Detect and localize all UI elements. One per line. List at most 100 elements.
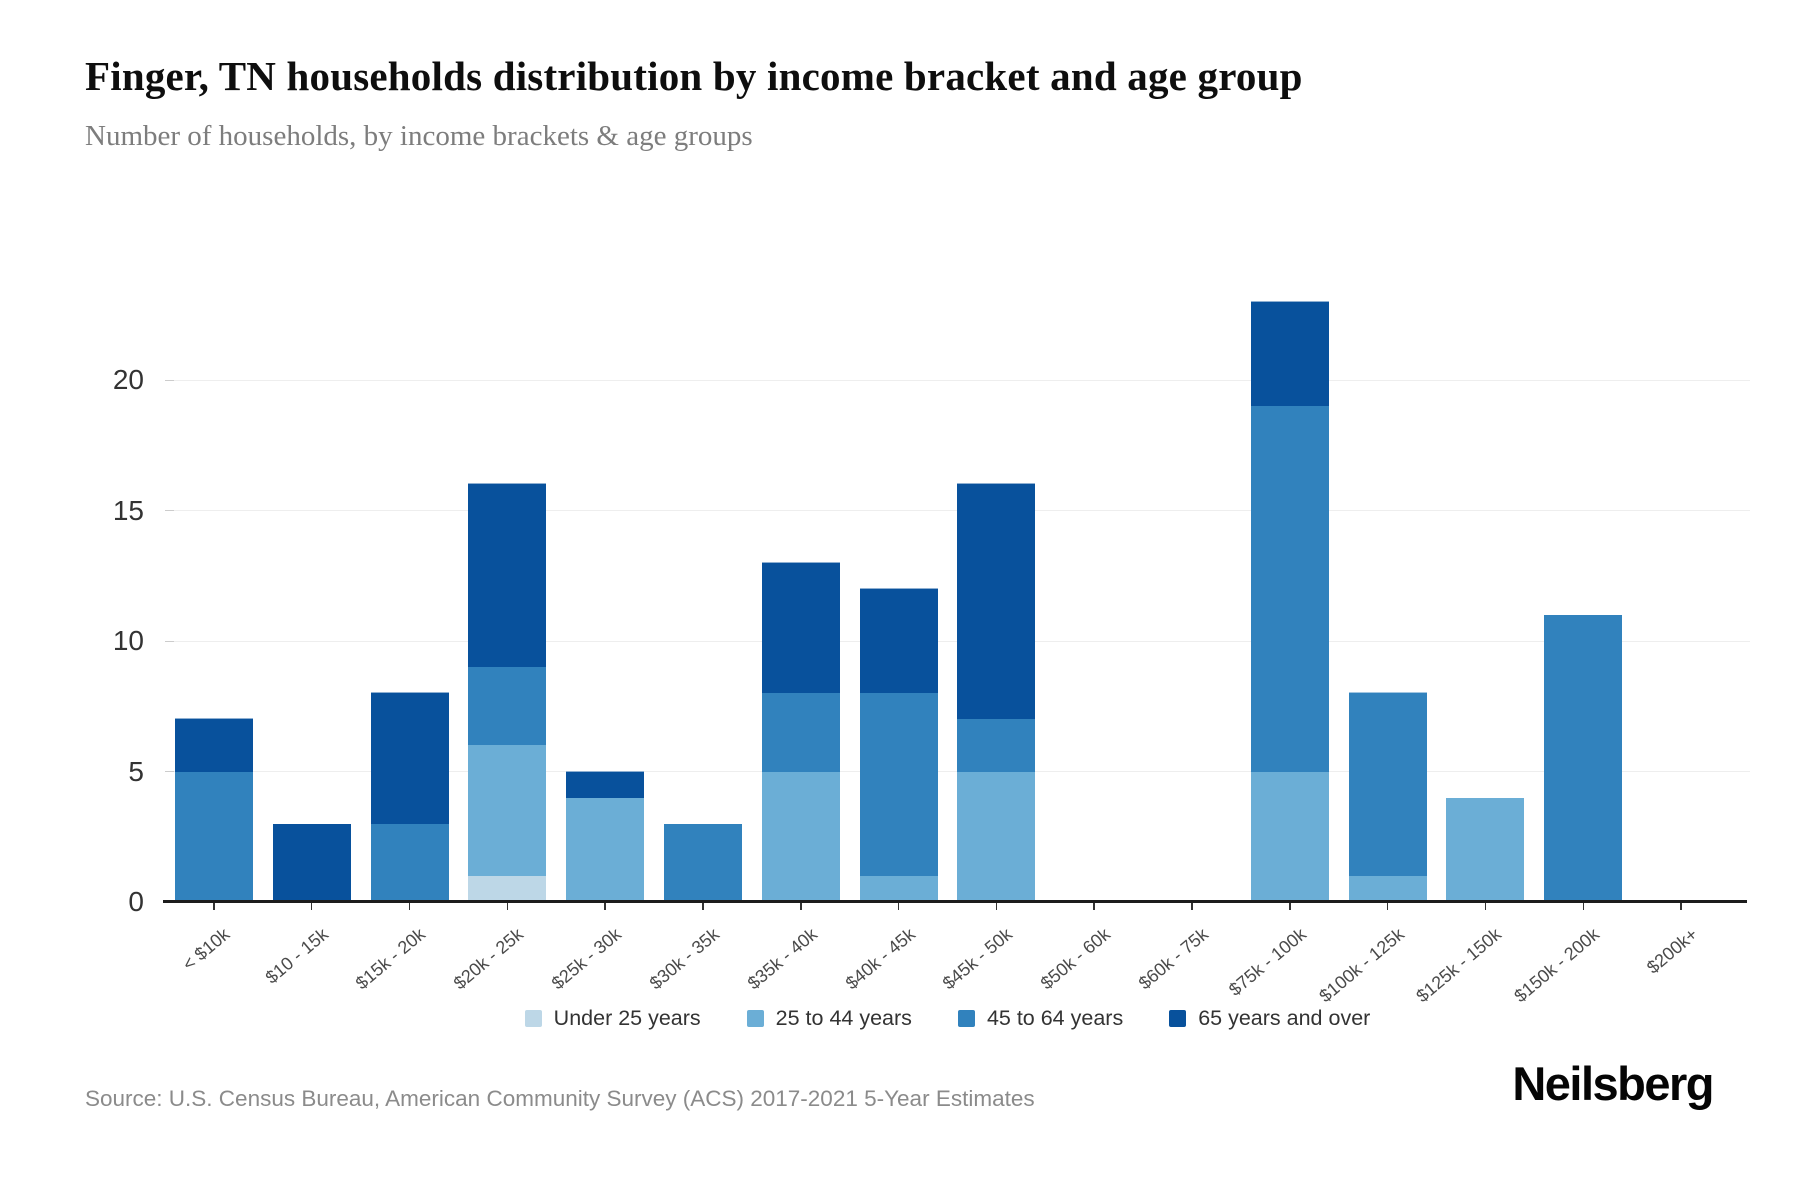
bar-segment: [1446, 797, 1525, 902]
bar-segment: [370, 692, 449, 824]
x-axis-label: $35k - 40k: [743, 924, 821, 994]
x-axis-label: $125k - 150k: [1412, 924, 1506, 1007]
bar-segment: [370, 823, 449, 902]
bar-segment: [468, 875, 547, 902]
bar-segment: [957, 718, 1036, 772]
x-tick: [408, 903, 411, 910]
bar--30k-35k: [663, 260, 742, 902]
bar--10-15k: [272, 260, 351, 902]
plot-area: [165, 260, 1750, 902]
bar-segment: [859, 692, 938, 876]
x-tick: [213, 903, 215, 910]
gridline-stub-20: [165, 379, 174, 381]
x-tick: [1386, 903, 1389, 910]
bar--60k-75k: [1153, 260, 1231, 902]
bar-segment: [1348, 875, 1427, 902]
bar-segment: [663, 823, 742, 902]
legend-item-under-25-years: Under 25 years: [524, 1006, 701, 1031]
x-axis-label: $75k - 100k: [1224, 924, 1310, 1000]
x-axis-label: $15k - 20k: [352, 924, 430, 994]
bar--45k-50k: [957, 260, 1036, 902]
legend-label: 25 to 44 years: [775, 1006, 912, 1030]
x-axis-label: $100k - 125k: [1314, 924, 1408, 1007]
bar--40k-45k: [859, 260, 938, 902]
bar--20k-25k: [468, 260, 547, 902]
bar-segment: [566, 770, 645, 798]
gridline-stub-5: [165, 771, 174, 772]
source-note: Source: U.S. Census Bureau, American Com…: [85, 1086, 1035, 1111]
x-axis-label: $25k - 30k: [547, 924, 626, 994]
x-tick: [995, 903, 998, 910]
legend-label: Under 25 years: [553, 1006, 701, 1030]
x-tick: [702, 903, 704, 910]
gridline-stub-10: [165, 640, 174, 642]
bar--35k-40k: [761, 260, 840, 902]
x-tick: [310, 903, 313, 910]
bar--25k-30k: [566, 260, 645, 902]
bar-segment: [859, 587, 938, 694]
y-tick-label-20: 20: [112, 364, 144, 395]
x-tick: [1582, 903, 1585, 910]
x-axis-label: $40k - 45k: [841, 924, 919, 994]
x-tick: [1191, 903, 1193, 910]
bar--75k-100k: [1250, 260, 1329, 902]
y-tick-label-15: 15: [112, 494, 144, 526]
bar--15k-20k: [370, 260, 449, 902]
bar-segment: [761, 692, 840, 772]
x-tick: [800, 903, 802, 910]
bar-segment: [272, 823, 351, 902]
x-tick: [1093, 903, 1095, 910]
x-axis-label: $200k+: [1642, 924, 1701, 978]
x-tick: [1289, 903, 1291, 910]
bar-segment: [468, 666, 547, 746]
x-axis-label: $50k - 60k: [1036, 924, 1115, 994]
legend-swatch: [524, 1010, 542, 1027]
bar-segment: [957, 483, 1036, 720]
bar-segment: [1250, 300, 1329, 407]
y-tick-label-10: 10: [112, 625, 144, 656]
page-title: Finger, TN households distribution by in…: [85, 53, 1303, 99]
x-axis-line: [163, 900, 1747, 903]
legend-label: 45 to 64 years: [986, 1006, 1124, 1030]
bar-segment: [566, 797, 645, 902]
bar--10k: [174, 260, 253, 902]
page-subtitle: Number of households, by income brackets…: [85, 120, 753, 152]
x-axis-label: < $10k: [179, 924, 234, 975]
legend-swatch: [957, 1010, 975, 1027]
bar-segment: [174, 771, 253, 902]
gridline-stub-15: [165, 510, 174, 511]
x-axis-label: $20k - 25k: [449, 924, 528, 994]
y-tick-label-5: 5: [128, 755, 144, 787]
bar--125k-150k: [1446, 260, 1525, 902]
x-tick: [1680, 903, 1682, 910]
bar-segment: [761, 561, 840, 694]
x-tick: [506, 903, 509, 910]
x-axis-label: $60k - 75k: [1134, 924, 1212, 994]
bar-segment: [859, 875, 938, 902]
legend-item-65-years-and-over: 65 years and over: [1169, 1006, 1370, 1031]
x-axis-label: $10 - 15k: [261, 924, 332, 988]
bar-segment: [1348, 692, 1427, 876]
bar-segment: [174, 718, 253, 772]
x-axis-label: $150k - 200k: [1510, 924, 1604, 1007]
x-tick: [1484, 903, 1487, 910]
x-tick: [604, 903, 606, 910]
bar-segment: [957, 771, 1036, 902]
bar--100k-125k: [1348, 260, 1427, 902]
bar-segment: [1544, 614, 1623, 902]
bar-segment: [468, 744, 547, 876]
bar--150k-200k: [1544, 260, 1623, 902]
y-tick-label-0: 0: [128, 886, 144, 917]
legend-swatch: [746, 1010, 764, 1027]
x-tick: [897, 903, 900, 910]
legend-item-25-to-44-years: 25 to 44 years: [746, 1006, 912, 1031]
brand-logo: Neilsberg: [1512, 1057, 1714, 1110]
x-axis-label: $45k - 50k: [939, 924, 1017, 994]
bar--200k-: [1642, 260, 1720, 902]
bar-segment: [468, 483, 547, 668]
x-axis-label: $30k - 35k: [645, 924, 723, 994]
chart-legend: Under 25 years 25 to 44 years 45 to 64 yea…: [165, 1006, 1730, 1031]
legend-label: 65 years and over: [1198, 1006, 1371, 1030]
gridline-20: [165, 379, 1750, 381]
